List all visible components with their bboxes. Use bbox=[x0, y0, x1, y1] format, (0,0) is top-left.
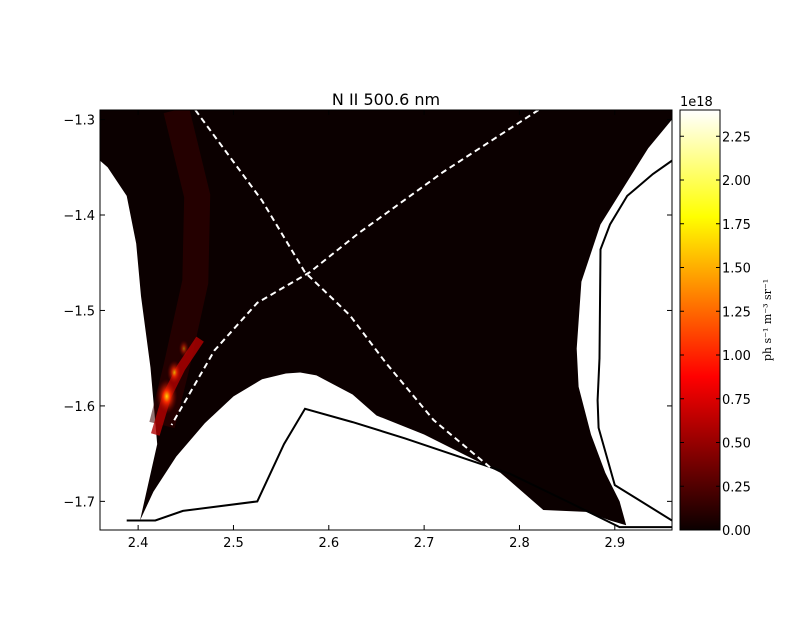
separatrix-lines bbox=[170, 110, 540, 469]
y-tick-label: −1.7 bbox=[63, 495, 95, 510]
colorbar-gradient bbox=[679, 109, 721, 531]
axes-frame bbox=[99, 109, 673, 531]
colorbar: 1e18 0.00 0.25 0.50 0.75 1.00 1.25 1.50 1.75 2.0… bbox=[679, 95, 774, 539]
emission-glow bbox=[149, 110, 211, 436]
y-tick-label: −1.4 bbox=[63, 209, 95, 224]
colorbar-ticks: 0.00 0.25 0.50 0.75 1.00 1.25 1.50 1.75 2.00 2.25 bbox=[680, 130, 751, 539]
separatrix-line bbox=[170, 110, 540, 426]
colorbar-tick-label: 1.50 bbox=[722, 262, 751, 277]
colorbar-tick-label: 2.25 bbox=[722, 130, 751, 145]
hotspot bbox=[178, 340, 189, 358]
hotspot bbox=[156, 378, 178, 414]
colorbar-tick-label: 0.25 bbox=[722, 480, 751, 495]
chart-title: N II 500.6 nm bbox=[332, 90, 440, 109]
plot-area bbox=[100, 110, 672, 529]
wall-lines bbox=[126, 159, 672, 529]
x-tick-label: 2.9 bbox=[604, 536, 625, 551]
x-tick-label: 2.5 bbox=[223, 536, 244, 551]
emission-region bbox=[100, 110, 672, 526]
x-tick-label: 2.7 bbox=[414, 536, 435, 551]
x-tick-label: 2.4 bbox=[128, 536, 149, 551]
hotspot bbox=[167, 360, 182, 385]
y-tick-label: −1.6 bbox=[63, 400, 95, 415]
wall-line bbox=[126, 407, 672, 529]
wall-line bbox=[596, 159, 672, 522]
colorbar-tick-label: 1.00 bbox=[722, 349, 751, 364]
y-tick-label: −1.5 bbox=[63, 304, 95, 319]
y-axis: −1.3 −1.4 −1.5 −1.6 −1.7 bbox=[63, 114, 672, 510]
colorbar-tick-label: 1.25 bbox=[722, 305, 751, 320]
x-tick-label: 2.6 bbox=[318, 536, 339, 551]
y-tick-label: −1.3 bbox=[63, 114, 95, 129]
colorbar-tick-label: 0.00 bbox=[722, 524, 751, 539]
x-tick-label: 2.8 bbox=[509, 536, 530, 551]
colorbar-label: ph s⁻¹ m⁻³ sr⁻¹ bbox=[761, 279, 774, 361]
colorbar-tick-label: 2.00 bbox=[722, 174, 751, 189]
colorbar-tick-label: 0.75 bbox=[722, 393, 751, 408]
colorbar-tick-label: 1.75 bbox=[722, 218, 751, 233]
x-axis: 2.4 2.5 2.6 2.7 2.8 2.9 bbox=[128, 110, 625, 551]
colorbar-tick-label: 0.50 bbox=[722, 437, 751, 452]
colorbar-offset-text: 1e18 bbox=[680, 95, 713, 110]
separatrix-line bbox=[194, 110, 492, 469]
